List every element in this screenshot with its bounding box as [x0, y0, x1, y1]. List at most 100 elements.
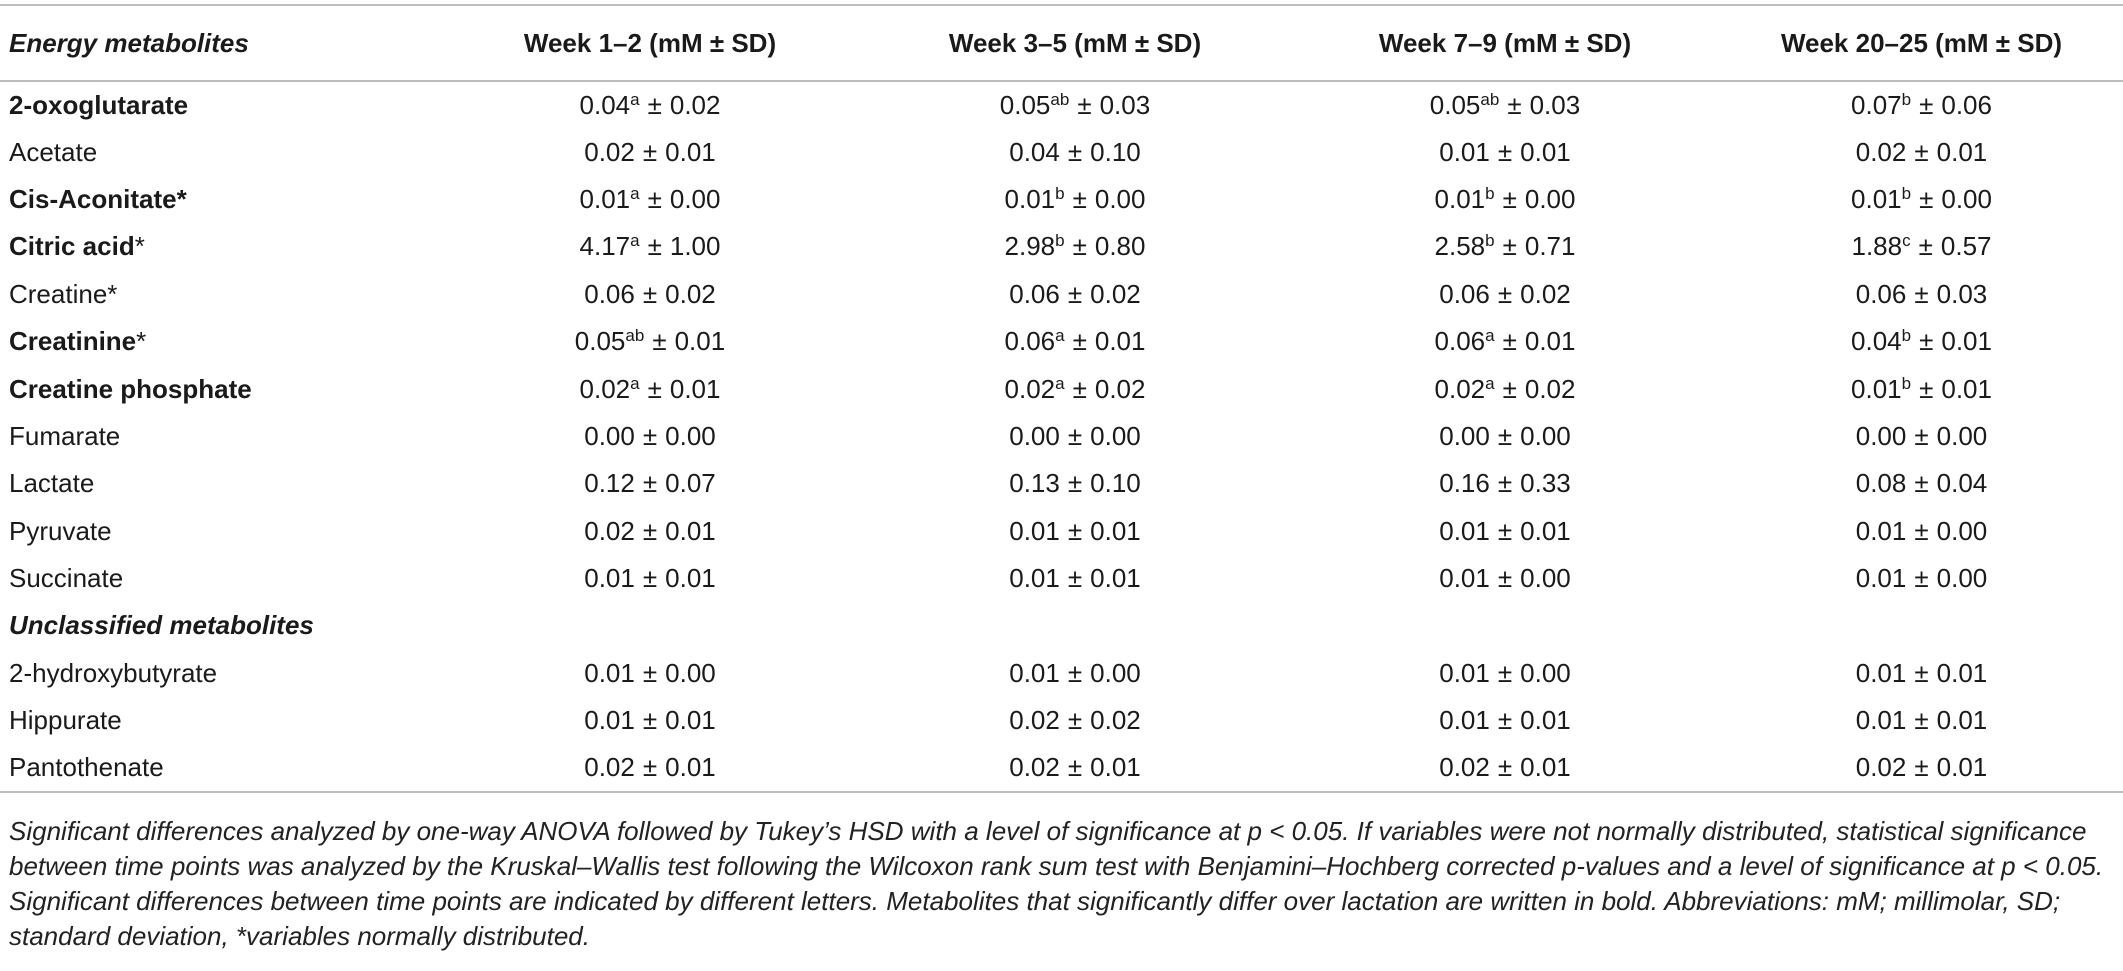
- metabolite-name: Fumarate: [0, 413, 440, 460]
- sd-value: 0.00: [1090, 657, 1141, 688]
- mean-value: 0.01: [1009, 563, 1060, 594]
- value-cell: [1720, 602, 2123, 649]
- plus-minus-symbol: ±: [652, 326, 667, 357]
- sd-value: 0.03: [1099, 89, 1151, 120]
- metabolite-name-text: Succinate: [9, 563, 124, 594]
- significance-letter: b: [1485, 231, 1495, 251]
- metabolite-name: Pantothenate: [0, 744, 440, 793]
- mean-value: 0.01: [584, 657, 635, 688]
- plus-minus-symbol: ±: [1072, 183, 1087, 214]
- metabolite-name: Lactate: [0, 460, 440, 507]
- sd-value: 0.07: [665, 468, 716, 499]
- mean-value: 0.01: [1439, 563, 1490, 594]
- significance-letter: b: [1901, 373, 1912, 393]
- sd-value: 0.01: [1941, 326, 1992, 357]
- significance-letter: ab: [625, 326, 645, 346]
- mean-value: 0.06: [1855, 278, 1907, 309]
- value-cell: 0.06 ±0.02: [1290, 271, 1720, 318]
- significance-letter: a: [630, 231, 640, 251]
- mean-value: 0.02: [579, 373, 631, 404]
- plus-minus-symbol: ±: [1067, 705, 1083, 736]
- table-row: Creatine phosphate 0.02a ±0.01 0.02a ±0.02 0.…: [0, 365, 2123, 412]
- table-body: 2-oxoglutarate 0.04a ±0.02 0.05ab ±0.03 0.05a…: [0, 81, 2123, 793]
- sd-value: 0.01: [1090, 752, 1141, 783]
- plus-minus-symbol: ±: [1919, 183, 1934, 214]
- sd-value: 0.01: [1520, 136, 1571, 167]
- header-week-20-25: Week 20–25 (mM ± SD): [1720, 4, 2123, 82]
- table-row: Fumarate 0.00 ±0.00 0.00 ±0.00 0.00 ±0.00 0.00 ±…: [0, 413, 2123, 460]
- mean-value: 0.04: [1851, 326, 1902, 357]
- sd-value: 0.01: [1941, 373, 1992, 404]
- table-row: Cis-Aconitate* 0.01a ±0.00 0.01b ±0.00 0.01b ±…: [0, 176, 2123, 223]
- sd-value: 0.06: [1941, 89, 1992, 120]
- value-cell: 2.58b ±0.71: [1290, 223, 1720, 270]
- value-cell: 0.07b ±0.06: [1720, 81, 2123, 128]
- plus-minus-symbol: ±: [1067, 563, 1083, 594]
- metabolite-name: Citric acid*: [0, 223, 440, 270]
- plus-minus-symbol: ±: [1067, 420, 1083, 451]
- sd-value: 0.00: [665, 657, 716, 688]
- sd-value: 0.00: [669, 183, 721, 214]
- metabolite-name-text: Cis-Aconitate: [9, 183, 177, 214]
- sd-value: 0.00: [1941, 183, 1992, 214]
- sd-value: 0.01: [665, 136, 716, 167]
- value-cell: 0.02 ±0.01: [860, 744, 1290, 793]
- sd-value: 0.33: [1520, 468, 1571, 499]
- value-cell: 0.01 ±0.00: [1290, 555, 1720, 602]
- mean-value: 0.01: [1855, 705, 1907, 736]
- significance-letter: b: [1901, 89, 1912, 109]
- value-cell: [860, 602, 1290, 649]
- mean-value: 0.00: [1439, 420, 1490, 451]
- table-footnote: Significant differences analyzed by one-…: [9, 816, 2104, 951]
- sd-value: 0.02: [665, 278, 716, 309]
- sd-value: 0.00: [1090, 420, 1141, 451]
- sd-value: 0.02: [669, 89, 721, 120]
- metabolite-name-text: 2-oxoglutarate: [9, 89, 189, 120]
- mean-value: 0.12: [584, 468, 635, 499]
- mean-value: 0.05: [574, 326, 626, 357]
- metabolite-name-text: Pantothenate: [9, 752, 164, 783]
- sd-value: 0.01: [1524, 326, 1576, 357]
- table-row: Succinate 0.01 ±0.01 0.01 ±0.01 0.01 ±0.00 0.01…: [0, 555, 2123, 602]
- value-cell: 0.01 ±0.01: [860, 508, 1290, 555]
- mean-value: 0.06: [1439, 278, 1490, 309]
- significance-letter: a: [1485, 373, 1495, 393]
- value-cell: 0.04 ±0.10: [860, 128, 1290, 175]
- metabolite-name: Acetate: [0, 128, 440, 175]
- value-cell: 0.05ab ±0.03: [1290, 81, 1720, 128]
- plus-minus-symbol: ±: [1067, 278, 1083, 309]
- plus-minus-symbol: ±: [642, 468, 658, 499]
- mean-value: 0.01: [1851, 183, 1902, 214]
- mean-value: 0.02: [1855, 752, 1907, 783]
- mean-value: 0.02: [1004, 373, 1056, 404]
- header-week-7-9: Week 7–9 (mM ± SD): [1290, 4, 1720, 82]
- sd-value: 0.10: [1090, 136, 1141, 167]
- plus-minus-symbol: ±: [1497, 657, 1513, 688]
- value-cell: 0.06 ±0.02: [440, 271, 860, 318]
- sd-value: 0.01: [669, 373, 721, 404]
- value-cell: 0.02 ±0.01: [1290, 744, 1720, 793]
- sd-value: 0.01: [1090, 515, 1141, 546]
- plus-minus-symbol: ±: [1914, 657, 1929, 688]
- plus-minus-symbol: ±: [1502, 231, 1517, 262]
- plus-minus-symbol: ±: [1067, 136, 1083, 167]
- section-row: Unclassified metabolites: [0, 602, 2123, 649]
- table-row: Acetate 0.02 ±0.01 0.04 ±0.10 0.01 ±0.01 0.02 ±0…: [0, 128, 2123, 175]
- mean-value: 0.06: [584, 278, 635, 309]
- value-cell: 0.01 ±0.01: [860, 555, 1290, 602]
- plus-minus-symbol: ±: [647, 373, 662, 404]
- header-energy-metabolites: Energy metabolites: [0, 4, 440, 82]
- mean-value: 0.01: [584, 705, 635, 736]
- sd-value: 1.00: [669, 231, 721, 262]
- plus-minus-symbol: ±: [1502, 326, 1517, 357]
- significance-letter: a: [1055, 326, 1065, 346]
- mean-value: 2.58: [1434, 231, 1486, 262]
- plus-minus-symbol: ±: [642, 752, 658, 783]
- plus-minus-symbol: ±: [1497, 752, 1513, 783]
- table-row: 2-hydroxybutyrate 0.01 ±0.00 0.01 ±0.00 0.01 ±…: [0, 650, 2123, 697]
- metabolite-name: Cis-Aconitate*: [0, 176, 440, 223]
- value-cell: 0.04a ±0.02: [440, 81, 860, 128]
- value-cell: 0.06a ±0.01: [1290, 318, 1720, 365]
- mean-value: 0.00: [584, 420, 635, 451]
- value-cell: [440, 602, 860, 649]
